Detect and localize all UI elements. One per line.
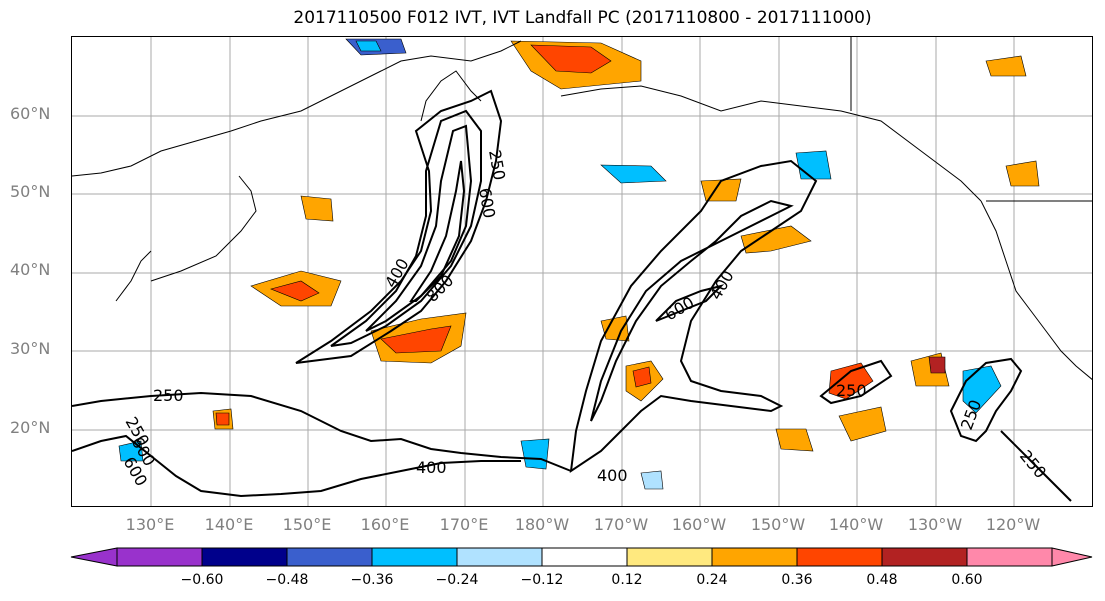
colorbar-tick: 0.60 [951,572,983,588]
graticule [72,37,1092,506]
colorbar-swatch [456,547,543,567]
contour-label: 400 [416,458,447,477]
lat-label-50n: 50°N [10,182,51,201]
coastline-na-west [980,200,1092,380]
shade-blob [632,366,652,388]
shade-blob [520,438,550,470]
lon-label-130e: 130°E [125,515,175,534]
contour-label: 400 [597,466,628,485]
shade-blob [962,365,1002,414]
contour-labels: 250 600 400 800 600 400 250 400 600 400 … [120,148,1051,489]
contour-label: 600 [475,186,499,219]
contour-250-east [949,357,1023,443]
shade-blob [355,40,382,52]
coastline-korea [115,250,152,302]
shade-blob [600,164,667,184]
colorbar-tick: 0.36 [781,572,813,588]
coastlines [72,37,1092,380]
shade-blob [985,55,1027,77]
contour-label: 250 [485,148,509,181]
contour-250-south [72,391,572,472]
colorbar-swatch [881,547,968,567]
colorbar-tick: −0.48 [265,572,309,588]
contour-800-nw [409,160,466,302]
colorbar-swatch [626,547,713,567]
lon-label-160e: 160°E [360,515,410,534]
shade-blob [795,150,832,180]
lon-label-170e: 170°E [439,515,489,534]
pc-shading [118,38,1040,490]
shade-blob [270,280,320,302]
colorbar-swatch [201,547,288,567]
shade-blob [740,225,812,254]
shade-blob [640,470,664,490]
lat-label-30n: 30°N [10,339,51,358]
contour-600-central [655,284,725,322]
colorbar-swatch [371,547,458,567]
colorbar-extend-high [1051,547,1093,567]
shade-blob [380,325,452,354]
lon-label-140e: 140°E [204,515,254,534]
lat-label-40n: 40°N [10,260,51,279]
shade-blob [1005,160,1040,187]
contour-400-central [590,199,794,422]
colorbar-tick: 0.24 [696,572,728,588]
shade-blob [530,44,612,74]
shade-blob [600,315,630,342]
ivt-contours [72,89,1072,502]
colorbar-tick: 0.48 [866,572,898,588]
contour-250-mid [819,359,893,405]
contour-label: 250 [153,386,184,405]
colorbar-tick: −0.12 [520,572,564,588]
coastline-japan [150,175,257,282]
colorbar-tick: 0.12 [611,572,643,588]
contour-400-south [72,434,521,498]
lat-label-20n: 20°N [10,418,51,437]
coastline-alaska [560,85,982,202]
lon-label-130w: 130°W [907,515,963,534]
shade-blob [928,356,946,374]
lat-label-60n: 60°N [10,104,51,123]
coastline-kamchatka [420,70,482,122]
lon-label-120w: 120°W [985,515,1041,534]
lon-label-180w: 180°W [514,515,570,534]
colorbar-tick: −0.60 [180,572,224,588]
lon-label-150w: 150°W [750,515,806,534]
ivt-map: 250 600 400 800 600 400 250 400 600 400 … [72,37,1092,506]
shade-blob [300,195,334,222]
map-title: 2017110500 F012 IVT, IVT Landfall PC (20… [293,8,872,28]
shade-blob [838,406,887,442]
coastline-asia [72,40,522,177]
colorbar-swatch [286,547,373,567]
colorbar-extend-low [70,547,118,567]
map-panel: 250 600 400 800 600 400 250 400 600 400 … [71,36,1093,507]
colorbar [70,547,1093,567]
shade-blob [775,428,814,452]
contour-label: 250 [957,397,985,432]
colorbar-swatch [966,547,1053,567]
colorbar-swatch [116,547,203,567]
lon-label-150e: 150°E [282,515,332,534]
lon-label-170w: 170°W [593,515,649,534]
lon-label-140w: 140°W [828,515,884,534]
contour-250-central [569,159,818,474]
contour-250-se [1000,430,1072,502]
colorbar-swatch [711,547,798,567]
contour-400-nw [330,109,482,347]
colorbar-swatch [541,547,628,567]
colorbar-tick: −0.36 [350,572,394,588]
lon-label-160w: 160°W [671,515,727,534]
colorbar-tick: −0.24 [435,572,479,588]
colorbar-swatch [796,547,883,567]
shade-blob [215,412,230,426]
contour-label: 250 [836,381,867,400]
